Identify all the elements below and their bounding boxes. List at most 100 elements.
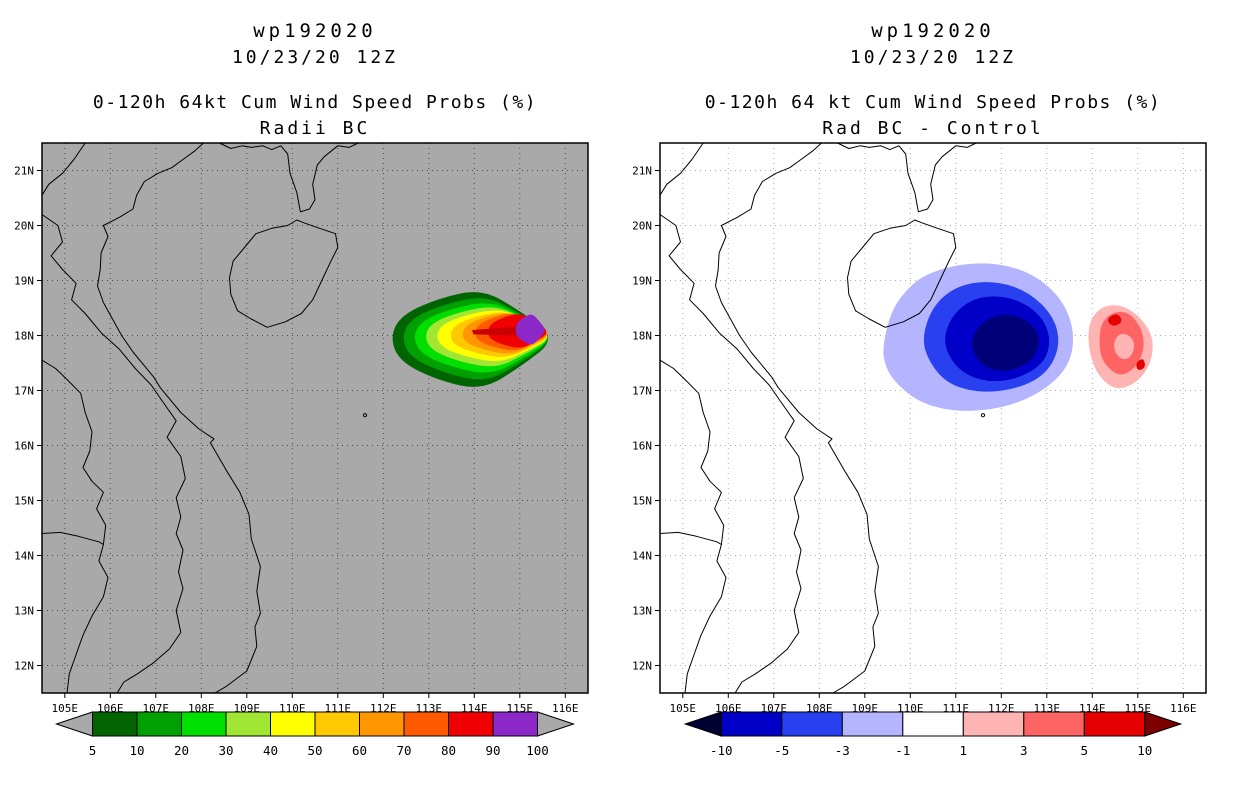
colorbar-segment [492,711,538,737]
difference-colorbar: -10 -5 -3 -1 1 3 5 10 [683,711,1183,758]
right-panel-difference: wp192020 10/23/20 12Z 0-120h 64 kt Cum W… [618,0,1236,800]
colorbar-tick-label: 5 [89,743,97,758]
lat-tick-label: 13N [632,605,652,618]
lat-tick-label: 19N [632,275,652,288]
coastline-hainan-island [229,219,339,328]
map-frame [659,142,1207,694]
map-background [42,143,588,693]
lat-tick-label: 20N [632,220,652,233]
colorbar-tick-label: -1 [895,743,910,758]
lat-tick-label: 14N [632,550,652,563]
storm-id-title: wp192020 [253,20,377,42]
lat-tick-label: 13N [14,605,34,618]
lat-tick-label: 17N [14,385,34,398]
colorbar-tick-label: 5 [1081,743,1089,758]
border-northwest-segment [659,142,704,196]
coastline-vietnam-gulf-of-tonkin [715,142,879,694]
probability-map: 105E 106E 107E 108E 109E 110E 111E 112E 113E 114E… [14,142,589,715]
coastline-vietnam-gulf-of-tonkin [97,142,261,694]
border-northwest-segment [41,142,86,196]
lat-tick-label: 17N [632,385,652,398]
colorbar-segment [403,711,449,737]
colorbar-segment [841,711,904,737]
lat-tick-label: 20N [14,220,34,233]
colorbar-segment [314,711,360,737]
colorbar-tick-label: 10 [129,743,144,758]
lon-tick-label: 105E [670,702,697,715]
lat-tick-label: 12N [632,660,652,673]
colorbar-segment [902,711,964,737]
colorbar-segment [181,711,227,737]
contour-band-level-5 [1108,314,1122,326]
contour-band-level-80 [472,326,518,336]
colorbar-segment [781,711,843,737]
lat-tick-label: 16N [14,440,34,453]
lon-tick-label: 105E [52,702,79,715]
colorbar-tick-label: 40 [263,743,278,758]
probability-colorbar: 5 10 20 30 40 50 60 70 80 90 100 [54,711,576,758]
experiment-subtitle: Radii BC [259,118,371,139]
colorbar-tick-label: 10 [1137,743,1152,758]
colorbar-tick-label: 1 [960,743,968,758]
storm-id-title: wp192020 [871,20,995,42]
datetime-title: 10/23/20 12Z [231,47,399,68]
datetime-title: 10/23/20 12Z [849,47,1017,68]
map-background [660,143,1206,693]
colorbar-tick-label: 60 [352,743,367,758]
contour-band-level--10 [972,314,1039,371]
experiment-subtitle: Rad BC - Control [822,118,1044,139]
coastline-guangxi-leizhou [219,142,359,213]
lat-tick-label: 16N [632,440,652,453]
contour-band-level-5 [1136,359,1145,370]
border-mekong-thailand-laos [41,359,109,694]
colorbar-segment [1083,711,1146,737]
colorbar-segment [1023,711,1085,737]
island-dot [980,413,986,418]
colorbar-tick-label: 30 [218,743,233,758]
colorbar-tick-label: 100 [526,743,549,758]
colorbar-tick-label: 50 [307,743,322,758]
colorbar-segment [962,711,1025,737]
colorbar-arrow-right [537,711,576,737]
lon-tick-label: 116E [552,702,579,715]
product-subtitle: 0-120h 64kt Cum Wind Speed Probs (%) [92,92,538,113]
colorbar-tick-label: 80 [441,743,456,758]
product-subtitle: 0-120h 64 kt Cum Wind Speed Probs (%) [704,92,1162,113]
left-panel-radii-bc: wp192020 10/23/20 12Z 0-120h 64kt Cum Wi… [14,20,589,758]
lat-tick-label: 19N [14,275,34,288]
border-thailand-cambodia [41,531,104,545]
colorbar-segment [136,711,182,737]
contour-band-level-3 [1099,311,1144,375]
border-mekong-thailand-laos [659,359,727,694]
colorbar-tick-label: -3 [835,743,850,758]
colorbar-segment [225,711,271,737]
difference-map: 105E 106E 107E 108E 109E 110E 111E 112E 113E 114E… [632,142,1207,715]
island-dot [362,413,368,418]
lat-tick-label: 18N [14,330,34,343]
border-thailand-cambodia [659,531,722,545]
coastline-hainan-island [847,219,957,328]
colorbar-tick-label: 90 [485,743,500,758]
lat-tick-label: 14N [14,550,34,563]
lat-tick-label: 12N [14,660,34,673]
colorbar-segment [448,711,494,737]
lat-tick-label: 18N [632,330,652,343]
colorbar-segment [270,711,316,737]
border-vietnam-laos-cambodia [41,214,186,694]
lat-tick-label: 15N [14,495,34,508]
map-frame [41,142,589,694]
lat-tick-label: 21N [632,165,652,178]
colorbar-tick-label: 3 [1020,743,1028,758]
colorbar-tick-label: 70 [396,743,411,758]
lat-tick-label: 21N [14,165,34,178]
contour-band-level-90 [515,314,545,345]
colorbar-segment [720,711,783,737]
colorbar-segment [359,711,405,737]
colorbar-arrow-right [1144,711,1183,737]
colorbar-arrow-left [683,711,722,737]
colorbar-tick-label: -5 [774,743,789,758]
coastline-guangxi-leizhou [837,142,977,213]
colorbar-tick-label: 20 [174,743,189,758]
colorbar-tick-label: -10 [710,743,733,758]
